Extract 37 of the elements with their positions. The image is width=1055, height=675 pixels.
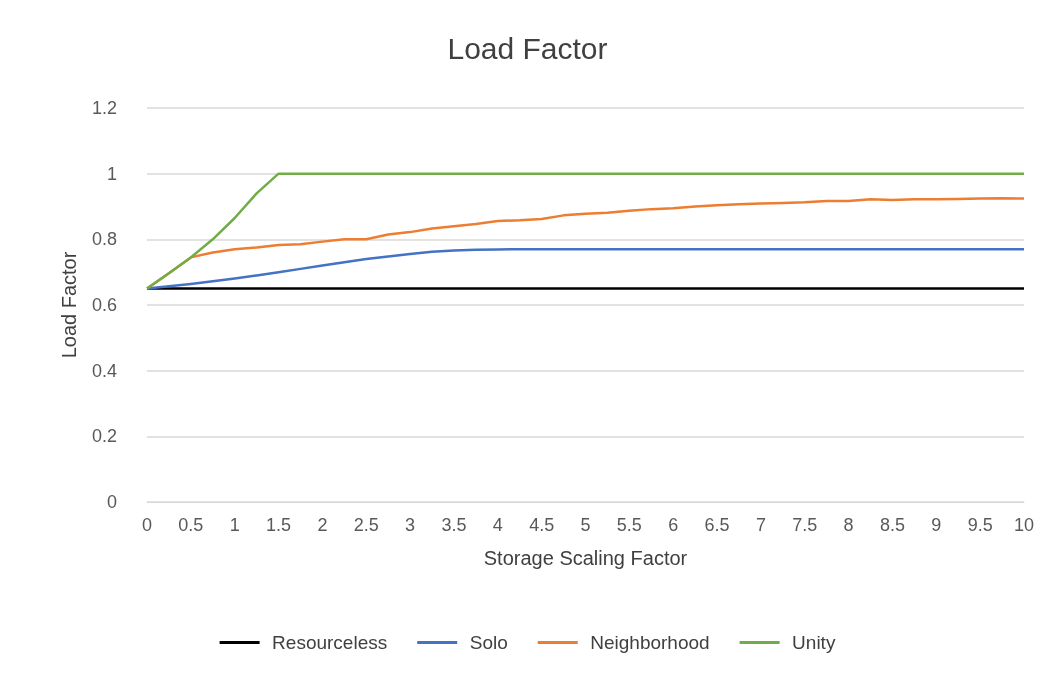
x-tick-label: 0 — [141, 515, 153, 535]
x-tick-label: 7 — [755, 515, 766, 535]
line-series — [145, 172, 1026, 290]
x-tick-label: 6 — [668, 515, 679, 535]
y-tick-label: 0.8 — [91, 229, 117, 250]
x-tick-label: 6.5 — [704, 515, 730, 535]
x-tick-label: 2 — [317, 515, 328, 535]
y-tick-label: 1 — [106, 163, 117, 184]
x-tick-label: 4.5 — [529, 515, 555, 535]
x-tick-label: 4 — [492, 515, 503, 535]
line-series — [145, 247, 1026, 290]
x-tick-label: 5 — [580, 515, 591, 535]
legend-label: Solo — [469, 632, 508, 653]
legend-label: Unity — [792, 632, 836, 653]
x-tick-label: 0.5 — [178, 515, 204, 535]
x-tick-label: 9.5 — [967, 515, 993, 535]
y-tick-label: 0.4 — [91, 360, 117, 381]
y-axis-title: Load Factor — [58, 251, 80, 359]
x-tick-label: 1.5 — [266, 515, 292, 535]
x-tick-label: 7.5 — [792, 515, 818, 535]
x-tick-label: 5.5 — [616, 515, 642, 535]
x-tick-label: 3 — [405, 515, 416, 535]
legend-label: Resourceless — [272, 632, 388, 653]
x-tick-label: 8 — [843, 515, 854, 535]
x-axis-title: Storage Scaling Factor — [483, 547, 688, 569]
y-tick-label: 0 — [106, 492, 117, 512]
legend-label: Neighborhood — [590, 632, 710, 653]
x-tick-label: 1 — [229, 515, 240, 535]
x-tick-label: 8.5 — [879, 515, 905, 535]
y-tick-label: 1.2 — [91, 98, 117, 118]
x-tick-label: 3.5 — [441, 515, 467, 535]
chart-title: Load Factor — [447, 31, 608, 65]
x-tick-label: 9 — [931, 515, 942, 535]
x-tick-label: 2.5 — [353, 515, 379, 535]
y-tick-label: 0.2 — [91, 426, 117, 447]
y-tick-label: 0.6 — [91, 295, 117, 315]
x-tick-label: 10 — [1013, 515, 1035, 535]
